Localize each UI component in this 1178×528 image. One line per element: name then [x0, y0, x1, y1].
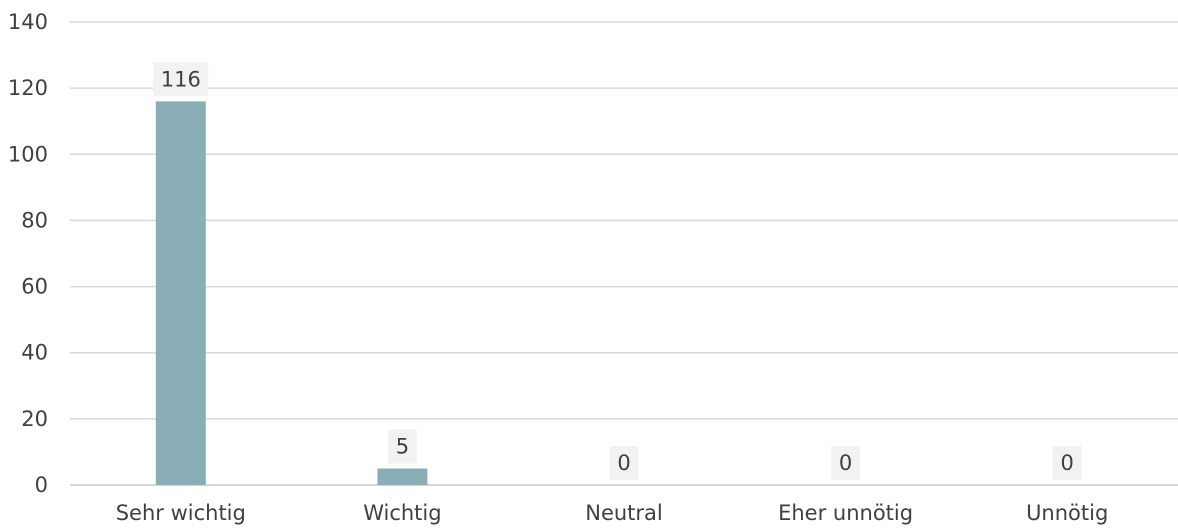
bars — [155, 101, 428, 485]
data-label: 0 — [1061, 451, 1074, 475]
data-label-background — [387, 429, 417, 464]
x-axis-category-labels: Sehr wichtig Wichtig Neutral Eher unnötig Un… — [116, 501, 1109, 525]
data-label: 0 — [839, 451, 852, 475]
y-tick-label: 40 — [21, 341, 48, 365]
data-labels: 116 5 0 0 0 — [153, 62, 1082, 480]
data-label: 5 — [396, 434, 409, 458]
data-label-background — [609, 446, 639, 480]
x-category-label: Unnötig — [1026, 501, 1108, 525]
x-category-label: Neutral — [585, 501, 663, 525]
y-axis-tick-labels: 0 20 40 60 80 100 120 140 — [8, 10, 48, 497]
y-tick-label: 120 — [8, 76, 48, 100]
y-tick-label: 0 — [35, 473, 48, 497]
x-category-label: Wichtig — [363, 501, 441, 525]
y-tick-label: 20 — [21, 407, 48, 431]
x-category-label: Sehr wichtig — [116, 501, 246, 525]
y-tick-label: 80 — [21, 208, 48, 232]
grid-lines — [70, 21, 1178, 486]
y-tick-label: 60 — [21, 275, 48, 299]
data-label-background — [153, 62, 209, 97]
y-tick-label: 140 — [8, 10, 48, 34]
data-label: 0 — [617, 451, 630, 475]
x-category-label: Eher unnötig — [778, 501, 913, 525]
data-label: 116 — [161, 67, 201, 91]
bar — [155, 101, 206, 485]
y-tick-label: 100 — [8, 142, 48, 166]
data-label-background — [831, 446, 861, 480]
data-label-background — [1052, 446, 1082, 480]
bar — [377, 468, 428, 485]
